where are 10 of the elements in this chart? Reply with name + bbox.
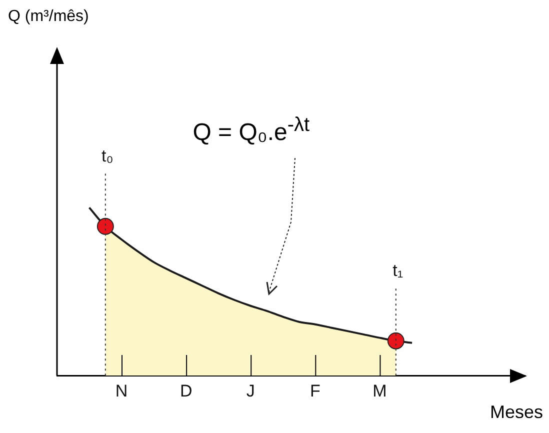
x-tick-label: J xyxy=(246,381,255,400)
annotation: t₁ xyxy=(392,261,404,280)
x-axis-title: Meses xyxy=(490,402,543,423)
x-tick-label: F xyxy=(310,381,320,400)
x-tick-label: D xyxy=(180,381,192,400)
text: Q = Q₀.e$^{-λt}$ xyxy=(192,114,310,147)
x-tick-label: M xyxy=(372,381,387,400)
text: Q (m³/mês) xyxy=(8,8,89,26)
x-tick-label: N xyxy=(115,381,128,400)
text: t₀ xyxy=(102,146,114,166)
